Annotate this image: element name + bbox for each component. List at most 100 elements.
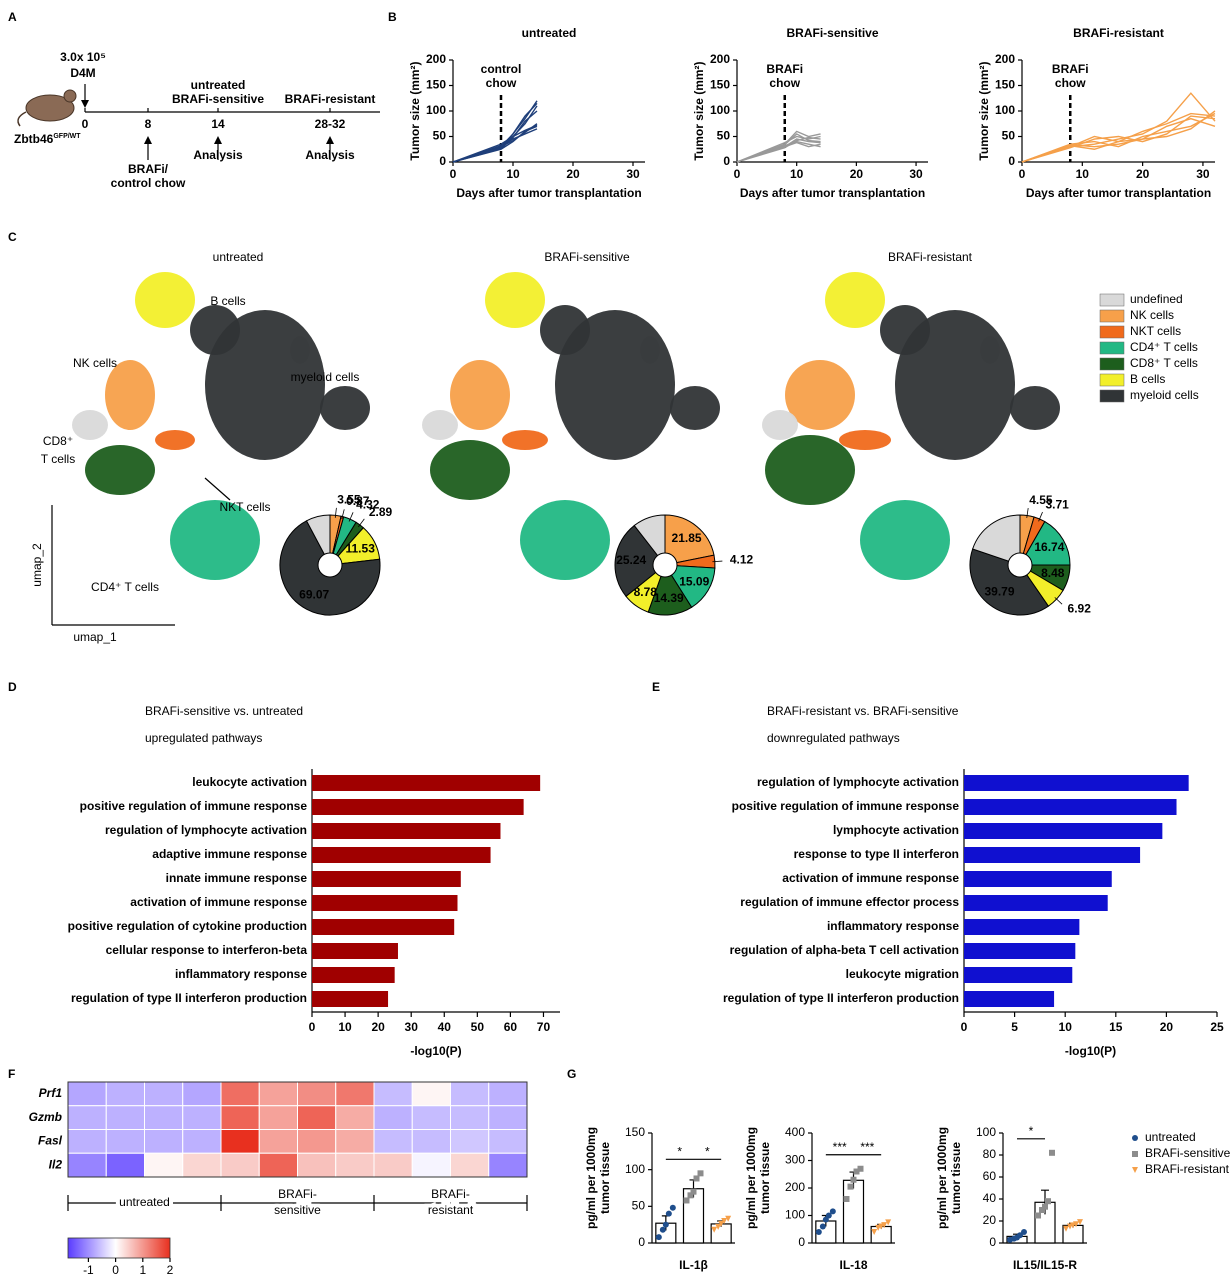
legend-label: NKT cells [1130, 324, 1181, 338]
x-axis-label: Days after tumor transplantation [740, 186, 925, 200]
bar [312, 871, 461, 887]
point [871, 1229, 878, 1235]
label: Analysis [193, 148, 243, 162]
mouse-name: Zbtb46GFP/WT [14, 132, 81, 146]
heatmap-cell [450, 1152, 490, 1178]
pie-label: 39.79 [984, 584, 1014, 598]
line [1021, 117, 1216, 163]
significance-label: * [705, 1145, 710, 1159]
x-tick-label: 20 [566, 167, 580, 181]
callout [204, 477, 231, 501]
pie-hole [1007, 552, 1033, 578]
y-axis-label: pg/ml per 1000mg [935, 1127, 949, 1229]
mouse-ear [63, 89, 77, 103]
heatmap-cell [450, 1081, 490, 1107]
group-label: BRAFi- [278, 1187, 317, 1201]
heatmap-cell [258, 1129, 298, 1154]
y-tick-label: 100 [995, 103, 1015, 117]
umap-cluster [895, 310, 1015, 460]
heatmap-cell [411, 1152, 451, 1178]
heatmap-cell [488, 1152, 528, 1178]
arrow-head [214, 136, 222, 144]
label: BRAFi-sensitive [172, 92, 264, 106]
category-label: inflammatory response [827, 919, 959, 933]
point [687, 1192, 694, 1199]
x-axis-label: IL-18 [839, 1258, 867, 1272]
x-tick-label: 20 [1160, 1020, 1174, 1034]
legend-label: BRAFi-sensitive [1145, 1146, 1231, 1160]
category-label: regulation of lymphocyte activation [757, 775, 959, 789]
pie-label: 25.24 [616, 553, 646, 567]
colorbar-label: 1 [139, 1263, 146, 1277]
y-tick-label: 50 [632, 1199, 646, 1213]
legend-label: myeloid cells [1130, 388, 1199, 402]
line [736, 141, 821, 163]
pie-label: 4.32 [356, 498, 380, 512]
bar [312, 847, 491, 863]
point [1045, 1198, 1051, 1205]
label: untreated [191, 78, 246, 92]
mouse-genotype: GFP/WT [53, 133, 81, 140]
legend-label: NK cells [1130, 308, 1174, 322]
x-tick-label: 0 [309, 1020, 316, 1034]
category-label: innate immune response [166, 871, 308, 885]
axis-label: umap_2 [30, 543, 44, 587]
annotation: chow [486, 76, 517, 90]
umap-cluster [540, 305, 590, 355]
umap-cluster [762, 410, 798, 440]
heatmap-cell [373, 1105, 413, 1130]
point [715, 1223, 722, 1230]
umap-cluster [72, 410, 108, 440]
panel-letter: D [8, 680, 17, 694]
pie-label: 21.85 [672, 531, 702, 545]
x-tick-label: 60 [504, 1020, 518, 1034]
point [718, 1220, 725, 1227]
annotation: BRAFi [1052, 62, 1089, 76]
pie-label: 0.87 [346, 494, 370, 508]
label: Analysis [305, 148, 355, 162]
chart-title: BRAFi-sensitive vs. untreated [145, 704, 303, 718]
annotation: control [481, 62, 522, 76]
pie-label: 8.48 [1041, 566, 1065, 580]
legend-swatch [1099, 357, 1125, 371]
point [1021, 1229, 1027, 1235]
bar [312, 943, 398, 959]
point [1042, 1203, 1048, 1210]
cell-label: T cells [41, 452, 75, 466]
colorbar [67, 1237, 171, 1259]
category-label: regulation of type II interferon product… [71, 991, 307, 1005]
x-axis-label: IL15/IL15-R [1013, 1258, 1077, 1272]
heatmap-cell [373, 1129, 413, 1154]
y-tick-label: 0 [638, 1235, 645, 1249]
heatmap-cell [373, 1152, 413, 1178]
heatmap-cell [258, 1081, 298, 1107]
y-tick-label: 0 [1008, 154, 1015, 168]
heatmap-cell [335, 1152, 375, 1178]
significance-label: * [677, 1145, 682, 1159]
legend-swatch [1099, 389, 1125, 403]
heatmap-cell [411, 1081, 451, 1107]
point [1077, 1219, 1083, 1226]
pie-slice [305, 514, 331, 566]
panel-letter: G [567, 1067, 576, 1081]
legend-swatch [1099, 325, 1125, 339]
umap-cluster [839, 430, 891, 450]
point [1132, 1135, 1138, 1141]
pie-slice [972, 514, 1021, 566]
label: BRAFi/ [128, 162, 169, 176]
bar [964, 895, 1108, 911]
chart-title: untreated [213, 250, 264, 264]
heatmap-cell [105, 1081, 145, 1107]
heatmap-frame [67, 1081, 528, 1178]
line [452, 102, 538, 163]
point [853, 1168, 860, 1175]
legend-swatch [1099, 293, 1125, 307]
umap-cluster [555, 310, 675, 460]
y-axis-label: Tumor size (mm²) [977, 61, 991, 160]
x-tick-label: 10 [506, 167, 520, 181]
heatmap-cell [297, 1105, 337, 1130]
heatmap-cell [450, 1129, 490, 1154]
pie-slice [969, 548, 1050, 616]
point [662, 1221, 669, 1228]
category-label: positive regulation of cytokine producti… [68, 919, 307, 933]
